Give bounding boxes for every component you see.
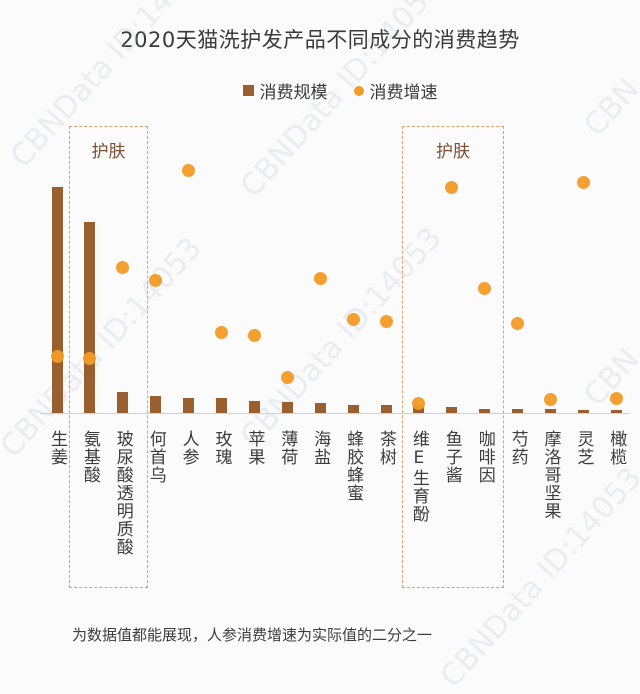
data-point xyxy=(609,391,623,405)
data-point xyxy=(182,163,196,177)
category-label: 鱼子酱 xyxy=(441,430,462,484)
legend: 消费规模 消费增速 xyxy=(0,78,640,103)
data-point xyxy=(149,273,163,287)
category-label: 玻尿酸透明质酸 xyxy=(112,430,133,556)
category-label: 何首乌 xyxy=(145,430,166,484)
bar xyxy=(216,398,227,413)
legend-dot-label: 消费增速 xyxy=(369,83,438,103)
bar xyxy=(281,401,293,413)
category-label: 维E生育酚 xyxy=(408,430,429,523)
category-label: 人参 xyxy=(178,430,199,466)
data-point xyxy=(511,317,525,331)
category-label: 蜂胶蜂蜜 xyxy=(343,430,364,502)
category-label: 茶树 xyxy=(376,430,396,466)
category-label: 橄榄 xyxy=(606,430,627,466)
category-label: 生姜 xyxy=(47,430,67,466)
legend-item-bar: 消费规模 xyxy=(242,78,328,103)
bar xyxy=(545,408,556,413)
bar xyxy=(512,408,524,413)
bar xyxy=(610,410,622,413)
data-point xyxy=(379,315,393,329)
legend-item-dot: 消费增速 xyxy=(353,78,438,103)
bar xyxy=(51,187,63,413)
bar xyxy=(314,403,326,413)
bar xyxy=(84,222,96,413)
category-label: 芍药 xyxy=(507,430,528,466)
data-point xyxy=(247,328,261,342)
skincare-group-label-1: 护肤 xyxy=(91,142,126,162)
bar xyxy=(117,391,129,413)
data-point xyxy=(576,176,590,190)
bar xyxy=(183,398,195,413)
data-point xyxy=(116,261,130,275)
dot-swatch-icon xyxy=(353,85,364,96)
data-point xyxy=(215,325,228,339)
data-point xyxy=(280,370,294,384)
footnote: 为数据值都能展现，人参消费增速为实际值的二分之一 xyxy=(72,626,433,644)
bar xyxy=(479,408,491,413)
plot-area: 护肤 护肤 生姜 氨基酸 玻尿酸透明质酸 何首乌 人参 玫瑰 苹果 薄荷 海盐 蜂胶蜂蜜 茶树 维E生… xyxy=(40,126,630,588)
x-axis-line xyxy=(40,413,630,414)
data-point xyxy=(313,272,327,286)
bar xyxy=(380,405,392,413)
data-point xyxy=(445,181,459,195)
data-point xyxy=(346,313,360,327)
category-label: 咖啡因 xyxy=(474,430,495,484)
bar xyxy=(577,410,589,413)
data-point xyxy=(83,352,97,366)
bar xyxy=(150,396,162,413)
legend-bar-label: 消费规模 xyxy=(259,83,328,103)
chart-title: 2020天猫洗护发产品不同成分的消费趋势 xyxy=(120,28,520,52)
bar xyxy=(248,401,260,413)
bar xyxy=(347,405,359,413)
category-label: 薄荷 xyxy=(277,430,298,466)
skincare-group-box-2 xyxy=(402,126,504,588)
category-label: 玫瑰 xyxy=(211,430,232,466)
data-point xyxy=(544,393,557,407)
category-label: 海盐 xyxy=(310,430,331,466)
skincare-group-label-2: 护肤 xyxy=(436,142,470,162)
category-label: 苹果 xyxy=(244,430,265,466)
data-point xyxy=(478,281,492,295)
bar-swatch-icon xyxy=(242,85,254,96)
category-label: 灵芝 xyxy=(573,430,594,466)
category-label: 氨基酸 xyxy=(79,430,100,484)
data-point xyxy=(412,396,426,410)
category-label: 摩洛哥坚果 xyxy=(540,430,561,520)
bar xyxy=(446,406,458,413)
data-point xyxy=(50,349,64,363)
skincare-group-box-1 xyxy=(69,126,148,588)
